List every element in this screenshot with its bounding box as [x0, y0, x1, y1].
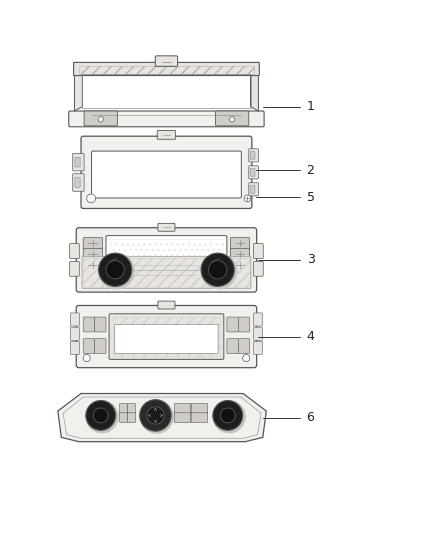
FancyBboxPatch shape	[254, 327, 262, 340]
Circle shape	[98, 117, 103, 122]
FancyBboxPatch shape	[254, 244, 263, 259]
FancyBboxPatch shape	[238, 317, 250, 332]
FancyBboxPatch shape	[249, 149, 258, 162]
FancyBboxPatch shape	[238, 338, 250, 353]
Polygon shape	[251, 63, 258, 111]
Text: 5: 5	[307, 191, 314, 204]
FancyBboxPatch shape	[70, 261, 79, 276]
FancyBboxPatch shape	[174, 413, 191, 423]
FancyBboxPatch shape	[76, 228, 257, 292]
Circle shape	[99, 253, 132, 286]
FancyBboxPatch shape	[230, 248, 250, 261]
FancyBboxPatch shape	[120, 403, 127, 413]
FancyBboxPatch shape	[158, 223, 175, 231]
FancyBboxPatch shape	[251, 185, 255, 193]
FancyBboxPatch shape	[251, 168, 255, 176]
FancyBboxPatch shape	[83, 317, 95, 332]
Text: 3: 3	[307, 253, 314, 266]
FancyBboxPatch shape	[230, 259, 250, 271]
FancyBboxPatch shape	[249, 166, 258, 179]
FancyBboxPatch shape	[74, 62, 259, 76]
FancyBboxPatch shape	[83, 238, 102, 250]
Circle shape	[87, 194, 95, 203]
FancyBboxPatch shape	[191, 413, 208, 423]
FancyBboxPatch shape	[120, 413, 127, 423]
Circle shape	[201, 253, 234, 286]
FancyBboxPatch shape	[109, 314, 224, 359]
FancyBboxPatch shape	[83, 259, 102, 271]
FancyBboxPatch shape	[75, 157, 80, 167]
Circle shape	[83, 354, 90, 361]
Polygon shape	[74, 63, 82, 111]
FancyBboxPatch shape	[71, 313, 79, 326]
Polygon shape	[58, 393, 266, 442]
FancyBboxPatch shape	[76, 305, 257, 368]
Circle shape	[212, 400, 246, 433]
FancyBboxPatch shape	[128, 413, 135, 423]
FancyBboxPatch shape	[92, 151, 241, 198]
Circle shape	[213, 400, 243, 430]
FancyBboxPatch shape	[106, 236, 227, 261]
FancyBboxPatch shape	[75, 177, 80, 187]
FancyBboxPatch shape	[81, 136, 252, 208]
FancyBboxPatch shape	[83, 248, 102, 261]
FancyBboxPatch shape	[191, 403, 208, 413]
Circle shape	[98, 253, 135, 289]
Circle shape	[140, 400, 171, 431]
FancyBboxPatch shape	[73, 174, 84, 191]
FancyBboxPatch shape	[69, 111, 264, 127]
FancyBboxPatch shape	[155, 56, 177, 66]
Circle shape	[201, 253, 237, 289]
Circle shape	[93, 408, 108, 423]
FancyBboxPatch shape	[83, 338, 95, 353]
FancyBboxPatch shape	[73, 154, 84, 171]
Circle shape	[243, 354, 250, 361]
Text: 4: 4	[307, 330, 314, 343]
Circle shape	[85, 400, 119, 433]
Circle shape	[225, 115, 231, 122]
FancyBboxPatch shape	[95, 338, 106, 353]
FancyBboxPatch shape	[230, 238, 250, 250]
FancyBboxPatch shape	[128, 403, 135, 413]
Circle shape	[86, 400, 116, 430]
Circle shape	[208, 261, 227, 279]
FancyBboxPatch shape	[82, 256, 251, 288]
FancyBboxPatch shape	[115, 324, 218, 354]
Circle shape	[244, 195, 251, 202]
Circle shape	[147, 407, 164, 424]
Circle shape	[102, 115, 108, 122]
FancyBboxPatch shape	[71, 327, 79, 340]
FancyBboxPatch shape	[251, 151, 255, 159]
Text: 1: 1	[307, 100, 314, 113]
FancyBboxPatch shape	[215, 111, 249, 126]
FancyBboxPatch shape	[254, 342, 262, 354]
Circle shape	[140, 400, 174, 434]
FancyBboxPatch shape	[84, 111, 117, 126]
FancyBboxPatch shape	[71, 342, 79, 354]
Circle shape	[230, 117, 235, 122]
Circle shape	[220, 408, 235, 423]
FancyBboxPatch shape	[70, 244, 79, 259]
FancyBboxPatch shape	[254, 261, 263, 276]
Text: 6: 6	[307, 411, 314, 424]
FancyBboxPatch shape	[227, 317, 238, 332]
Circle shape	[106, 261, 124, 279]
Text: 2: 2	[307, 164, 314, 176]
FancyBboxPatch shape	[227, 338, 238, 353]
FancyBboxPatch shape	[95, 317, 106, 332]
FancyBboxPatch shape	[157, 131, 176, 139]
FancyBboxPatch shape	[249, 183, 258, 196]
FancyBboxPatch shape	[254, 313, 262, 326]
FancyBboxPatch shape	[158, 301, 175, 309]
FancyBboxPatch shape	[174, 403, 191, 413]
